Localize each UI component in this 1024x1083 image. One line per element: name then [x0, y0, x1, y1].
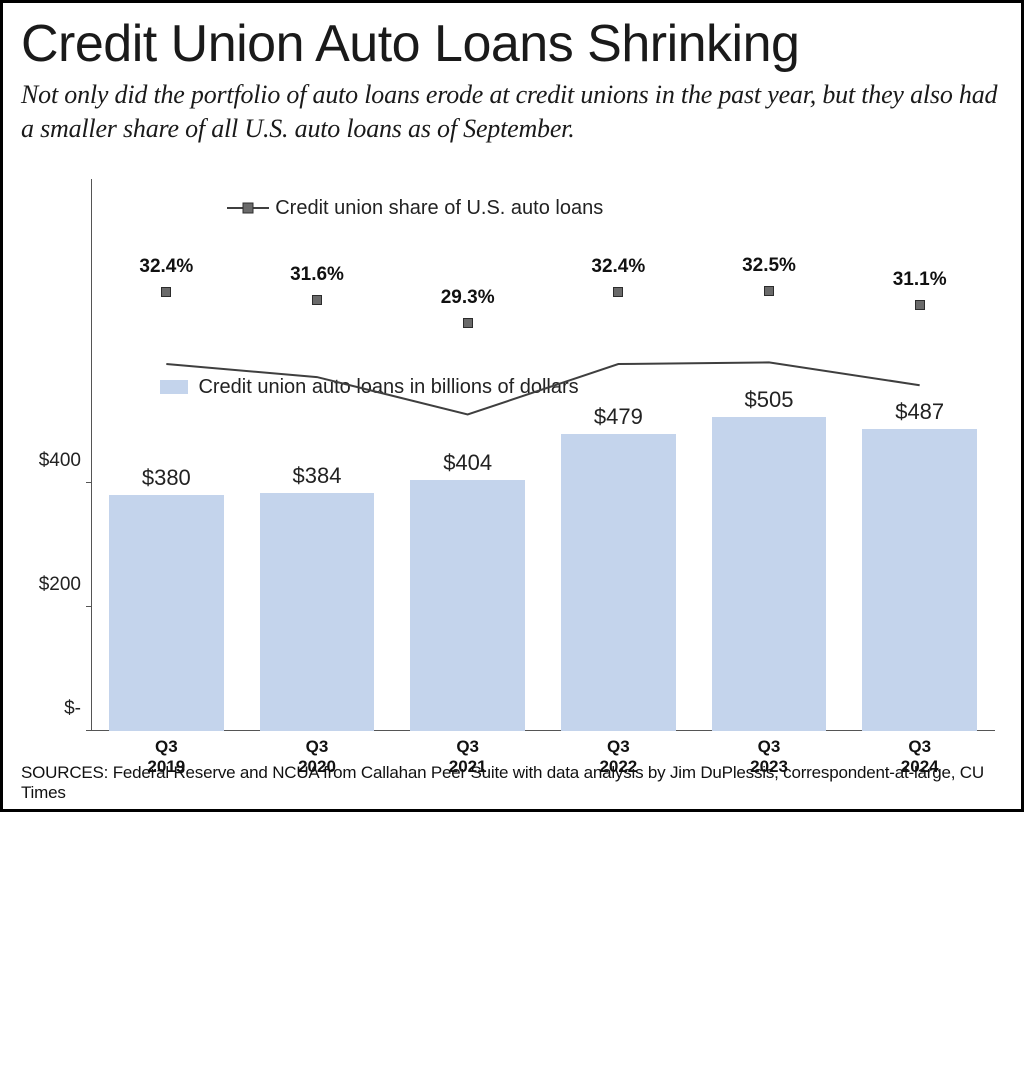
plot-region: $-$200$400 $380Q32019$384Q32020$404Q3202…: [91, 179, 995, 731]
y-tick-label: $200: [21, 574, 91, 596]
chart-subtitle: Not only did the portfolio of auto loans…: [21, 78, 1003, 147]
line-value-label: 31.1%: [893, 269, 947, 297]
line-marker: [915, 300, 925, 310]
chart-area: Credit union share of U.S. auto loans Cr…: [21, 179, 1003, 775]
line-series-svg: [91, 179, 995, 1083]
line-marker: [312, 295, 322, 305]
y-tick-label: $-: [21, 698, 91, 720]
line-value-label: 32.5%: [742, 255, 796, 283]
chart-frame: Credit Union Auto Loans Shrinking Not on…: [0, 0, 1024, 812]
line-value-label: 29.3%: [441, 287, 495, 315]
sources-footer: SOURCES: Federal Reserve and NCUA from C…: [21, 763, 1003, 803]
line-marker: [613, 287, 623, 297]
line-path: [166, 362, 919, 414]
line-marker: [161, 287, 171, 297]
line-marker: [764, 286, 774, 296]
line-value-label: 31.6%: [290, 264, 344, 292]
line-marker: [463, 318, 473, 328]
chart-title: Credit Union Auto Loans Shrinking: [21, 17, 1003, 72]
line-value-label: 32.4%: [139, 256, 193, 284]
line-value-label: 32.4%: [591, 256, 645, 284]
y-tick-label: $400: [21, 450, 91, 472]
